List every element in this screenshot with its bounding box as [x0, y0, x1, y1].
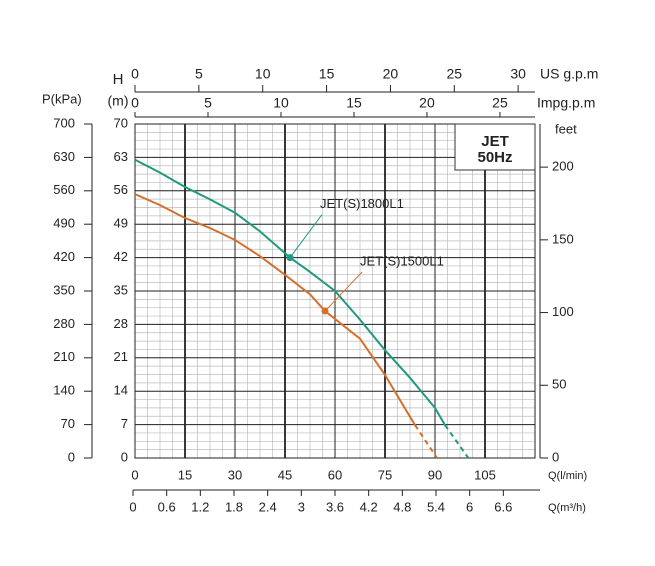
feet-tick-label: 50 — [552, 377, 566, 392]
imp-tick-label: 20 — [419, 95, 435, 111]
leader-line — [289, 214, 323, 258]
feet-tick-label: 150 — [552, 231, 574, 246]
us-tick-label: 10 — [255, 66, 271, 82]
m3h-tick-label: 3.6 — [326, 499, 344, 514]
x-tick-label: 45 — [278, 467, 292, 482]
curve — [414, 424, 438, 459]
m3h-tick-label: 1.8 — [225, 499, 243, 514]
point-marker — [286, 254, 294, 262]
curve — [134, 158, 446, 426]
h-tick-label: 42 — [114, 249, 128, 264]
us-tick-label: 20 — [383, 66, 399, 82]
x-tick-label: 75 — [378, 467, 392, 482]
feet-tick-label: 0 — [552, 449, 559, 464]
h-tick-label: 70 — [114, 115, 128, 130]
info-box — [454, 123, 536, 171]
feet-axis-label: feet — [555, 121, 577, 136]
m3h-tick-label: 0 — [129, 499, 136, 514]
p-tick-label: 280 — [53, 316, 75, 331]
x-tick-label: 30 — [228, 467, 242, 482]
m3h-tick-label: 2.4 — [259, 499, 277, 514]
p-axis-label: P(kPa) — [42, 91, 82, 106]
m3h-tick-label: 5.4 — [427, 499, 445, 514]
box-title: JET — [481, 133, 509, 150]
h-tick-label: 28 — [114, 316, 128, 331]
series-label: JET(S)1800L1 — [320, 196, 404, 211]
imp-tick-label: 15 — [346, 95, 362, 111]
p-tick-label: 210 — [53, 349, 75, 364]
m3h-tick-label: 4.8 — [393, 499, 411, 514]
box-subtitle: 50Hz — [477, 149, 512, 166]
us-tick-label: 15 — [319, 66, 335, 82]
h-axis-label: (m) — [108, 93, 129, 109]
m3h-tick-label: 6.6 — [494, 499, 512, 514]
p-tick-label: 70 — [61, 416, 75, 431]
us-tick-label: 30 — [510, 66, 526, 82]
m3h-tick-label: 1.2 — [191, 499, 209, 514]
imp-tick-label: 0 — [131, 95, 139, 111]
m3h-tick-label: 3 — [298, 499, 305, 514]
h-tick-label: 21 — [114, 349, 128, 364]
h-tick-label: 49 — [114, 216, 128, 231]
m3h-tick-label: 4.2 — [360, 499, 378, 514]
p-tick-label: 560 — [53, 182, 75, 197]
curve — [134, 193, 416, 426]
x-tick-label: 15 — [178, 467, 192, 482]
p-tick-label: 700 — [53, 115, 75, 130]
x-tick-label: 90 — [428, 467, 442, 482]
p-tick-label: 350 — [53, 282, 75, 297]
p-tick-label: 140 — [53, 383, 75, 398]
us-axis-label: US g.p.m — [540, 66, 598, 82]
x-axis-label: Q(l/min) — [548, 470, 587, 482]
us-tick-label: 0 — [131, 66, 139, 82]
imp-tick-label: 25 — [492, 95, 508, 111]
p-tick-label: 490 — [53, 216, 75, 231]
feet-tick-label: 100 — [552, 304, 574, 319]
h-tick-label: 56 — [114, 182, 128, 197]
plot-frame — [134, 123, 536, 459]
h-tick-label: 14 — [114, 383, 128, 398]
feet-tick-label: 200 — [552, 159, 574, 174]
imp-tick-label: 5 — [204, 95, 212, 111]
h-tick-label: 7 — [121, 416, 128, 431]
x-tick-label: 0 — [131, 467, 138, 482]
h-tick-label: 35 — [114, 282, 128, 297]
m3h-tick-label: 6 — [466, 499, 473, 514]
series-label: JET(S)1500L1 — [360, 253, 444, 268]
imp-axis-label: Impg.p.m — [537, 95, 595, 111]
p-tick-label: 630 — [53, 149, 75, 164]
us-tick-label: 25 — [446, 66, 462, 82]
p-tick-label: 0 — [68, 449, 75, 464]
h-axis-label: H — [113, 71, 124, 88]
m3h-axis-label: Q(m³/h) — [548, 502, 586, 514]
m3h-tick-label: 0.6 — [158, 499, 176, 514]
imp-tick-label: 10 — [273, 95, 289, 111]
leader-line — [324, 271, 363, 312]
x-tick-label: 105 — [474, 467, 496, 482]
point-marker — [321, 307, 329, 315]
us-tick-label: 5 — [195, 66, 203, 82]
x-tick-label: 60 — [328, 467, 342, 482]
h-tick-label: 0 — [121, 449, 128, 464]
curve — [444, 424, 470, 459]
h-tick-label: 63 — [114, 149, 128, 164]
p-tick-label: 420 — [53, 249, 75, 264]
